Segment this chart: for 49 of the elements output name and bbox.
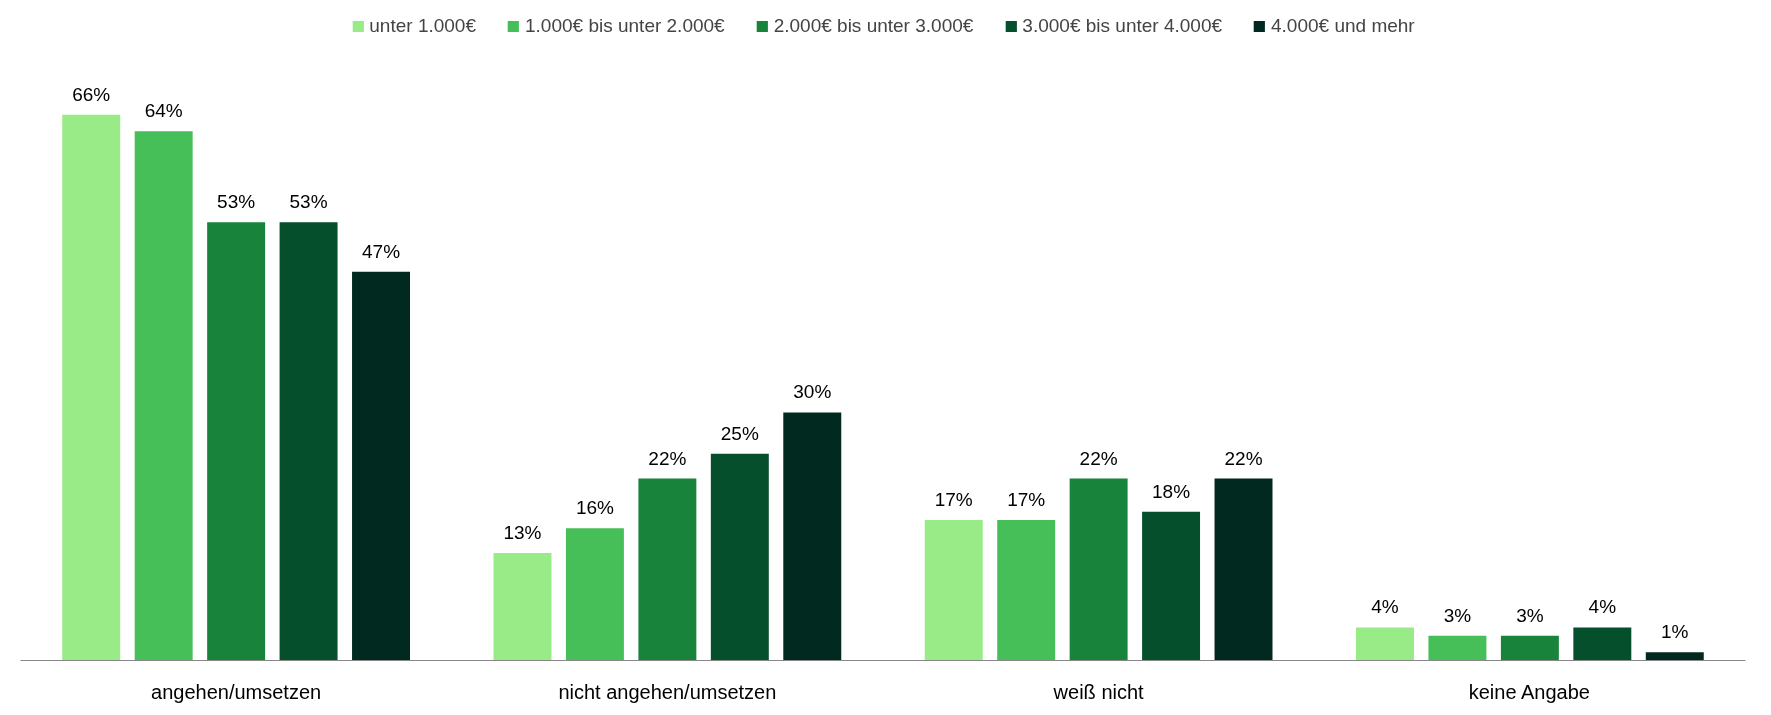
data-label: 18% — [1152, 480, 1191, 502]
legend-label: 1.000€ bis unter 2.000€ — [525, 15, 725, 37]
bar — [924, 519, 983, 661]
bar — [493, 552, 552, 661]
bar — [783, 412, 842, 661]
bar — [638, 478, 697, 661]
bar — [1500, 635, 1559, 661]
bar — [1573, 627, 1632, 661]
data-label: 30% — [793, 381, 832, 403]
bar — [207, 222, 266, 661]
bar — [565, 528, 624, 661]
x-tick-label: angehen/umsetzen — [151, 680, 322, 703]
bar — [1142, 511, 1201, 661]
x-tick-label: weiß nicht — [1052, 680, 1145, 703]
bar — [1355, 627, 1414, 661]
data-label: 64% — [144, 100, 183, 122]
data-label: 17% — [934, 488, 973, 510]
data-label: 47% — [362, 240, 401, 262]
data-label: 22% — [1079, 447, 1118, 469]
data-label: 4% — [1588, 596, 1617, 618]
data-label: 53% — [217, 191, 256, 213]
legend-label: 3.000€ bis unter 4.000€ — [1022, 15, 1223, 37]
x-tick-label: nicht angehen/umsetzen — [558, 680, 777, 703]
data-label: 66% — [72, 83, 111, 105]
x-tick-label: keine Angabe — [1468, 680, 1590, 703]
bar — [1428, 635, 1487, 661]
bar — [1069, 478, 1128, 661]
data-label: 16% — [575, 497, 615, 519]
data-label: 4% — [1371, 596, 1399, 618]
bar — [134, 131, 193, 661]
bar — [710, 453, 769, 661]
data-label: 22% — [648, 447, 687, 469]
bar — [997, 519, 1056, 661]
legend-label: unter 1.000€ — [369, 15, 477, 37]
bar — [62, 114, 121, 661]
data-label: 17% — [1007, 488, 1046, 510]
data-label: 1% — [1661, 621, 1689, 643]
bar — [1645, 652, 1704, 661]
data-label: 53% — [289, 191, 328, 213]
legend-label: 4.000€ und mehr — [1271, 15, 1415, 37]
bar — [352, 271, 411, 661]
data-label: 22% — [1224, 447, 1263, 469]
bar — [279, 222, 338, 661]
legend-label: 2.000€ bis unter 3.000€ — [773, 15, 974, 37]
data-label: 3% — [1516, 604, 1544, 626]
bar — [1214, 478, 1273, 661]
data-label: 3% — [1443, 604, 1472, 626]
data-label: 13% — [503, 521, 542, 543]
data-label: 25% — [720, 422, 759, 444]
